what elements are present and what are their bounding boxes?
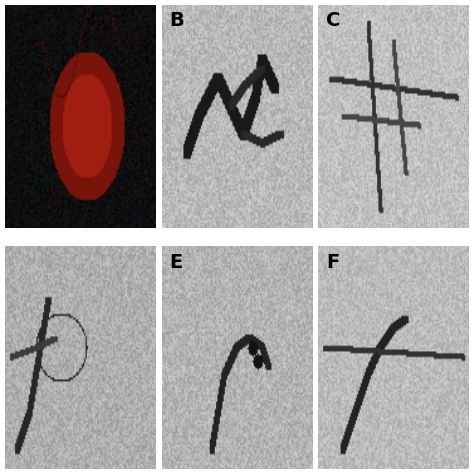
Text: B: B — [169, 11, 184, 30]
Text: C: C — [326, 11, 340, 30]
Text: F: F — [326, 253, 339, 272]
Text: E: E — [169, 253, 182, 272]
